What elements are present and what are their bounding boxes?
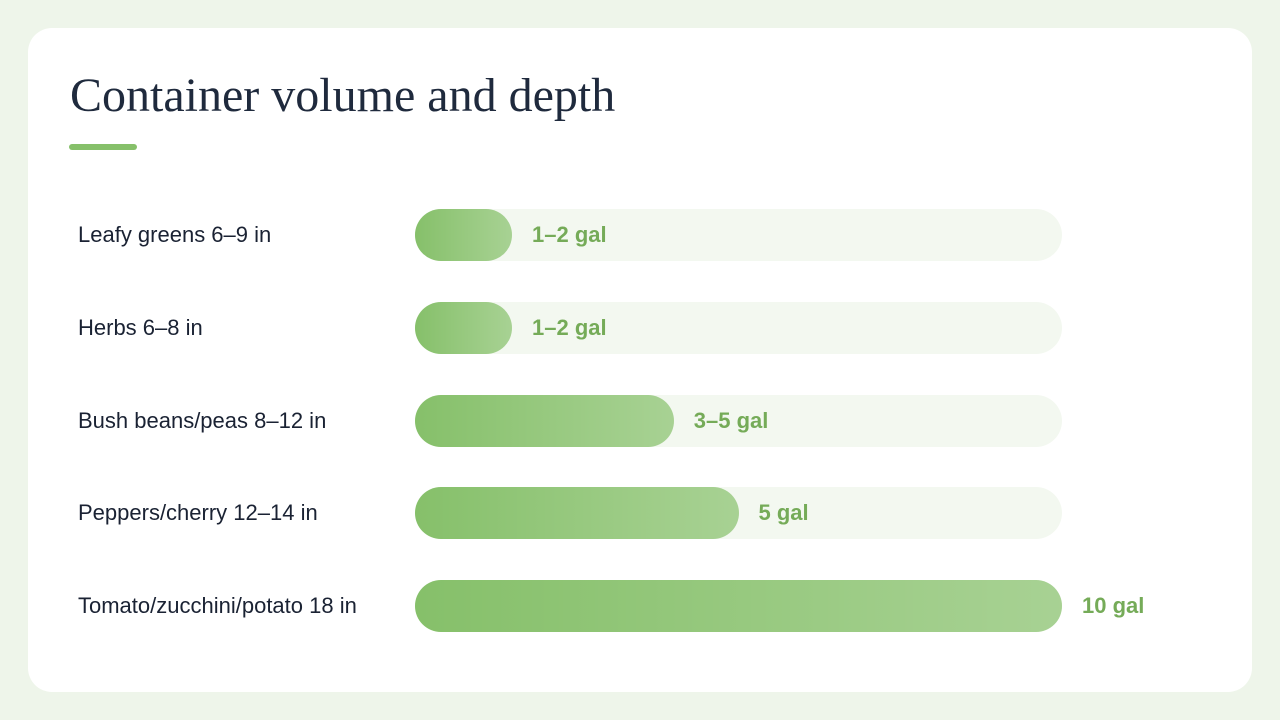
category-label: Tomato/zucchini/potato 18 in	[78, 593, 357, 619]
category-label: Leafy greens 6–9 in	[78, 222, 272, 247]
bar	[415, 301, 513, 354]
bar	[415, 394, 674, 447]
value-label: 10 gal	[1082, 593, 1145, 619]
category-label: Peppers/cherry 12–14 in	[78, 500, 318, 526]
category-label: Bush beans/peas 8–12 in	[78, 407, 327, 433]
chart-title: Container volume and depth	[70, 69, 616, 122]
value-label: 1–2 gal	[532, 222, 607, 247]
bar-track	[415, 301, 1062, 354]
bar-track	[415, 209, 1062, 261]
category-label: Herbs 6–8 in	[78, 314, 203, 340]
bar	[415, 487, 739, 540]
bar	[415, 580, 1062, 633]
value-label: 3–5 gal	[693, 407, 769, 433]
bar	[415, 209, 513, 261]
title-underline	[69, 144, 137, 150]
value-label: 5 gal	[758, 500, 809, 526]
value-label: 1–2 gal	[532, 314, 607, 340]
